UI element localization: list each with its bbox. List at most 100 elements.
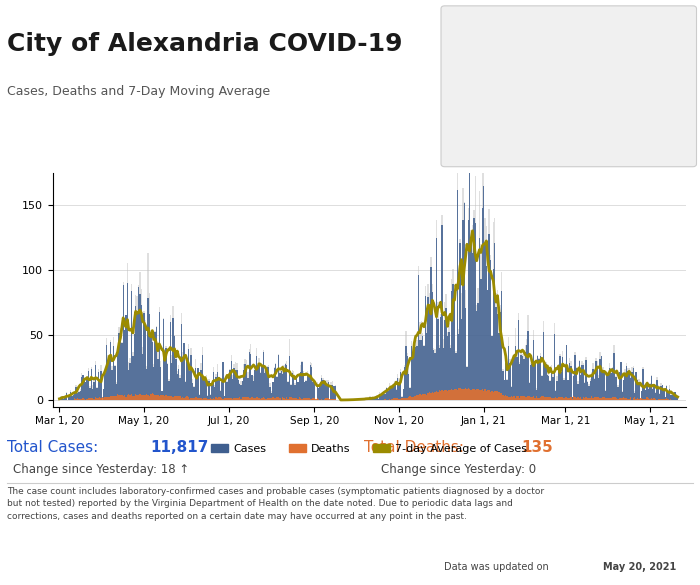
Bar: [176, 371, 178, 400]
Bar: [203, 379, 204, 400]
Bar: [447, 391, 448, 400]
Bar: [240, 386, 241, 400]
Bar: [624, 369, 626, 400]
Bar: [448, 332, 449, 400]
Bar: [305, 381, 307, 400]
Bar: [615, 397, 616, 400]
Bar: [558, 371, 559, 400]
Bar: [426, 333, 428, 400]
Bar: [645, 390, 647, 400]
Bar: [540, 353, 541, 400]
Bar: [213, 372, 214, 400]
Bar: [135, 295, 136, 400]
Bar: [175, 396, 176, 400]
Bar: [87, 399, 88, 400]
Bar: [426, 324, 428, 400]
Bar: [229, 370, 230, 400]
Bar: [469, 389, 470, 400]
Bar: [234, 398, 236, 400]
Bar: [615, 377, 616, 400]
Bar: [412, 397, 414, 400]
Bar: [508, 346, 510, 400]
Bar: [189, 371, 190, 400]
Bar: [229, 398, 230, 400]
Bar: [558, 364, 559, 400]
Bar: [186, 359, 188, 400]
Bar: [462, 389, 463, 400]
Bar: [636, 371, 637, 400]
Bar: [136, 395, 138, 400]
Bar: [279, 398, 281, 400]
Bar: [545, 362, 547, 400]
Bar: [587, 381, 588, 400]
Bar: [372, 398, 373, 400]
Bar: [104, 397, 106, 400]
Bar: [674, 392, 676, 400]
Bar: [111, 370, 113, 400]
Bar: [397, 374, 398, 400]
Bar: [183, 343, 185, 400]
Bar: [63, 399, 64, 400]
Bar: [125, 397, 127, 400]
Bar: [570, 366, 572, 400]
Bar: [654, 393, 656, 400]
Bar: [520, 396, 522, 400]
Bar: [486, 266, 487, 400]
Bar: [510, 387, 512, 400]
Bar: [630, 397, 631, 400]
Bar: [558, 397, 559, 400]
Bar: [534, 398, 536, 400]
Bar: [633, 366, 634, 400]
Bar: [561, 371, 562, 400]
Bar: [130, 358, 131, 400]
Bar: [463, 389, 465, 400]
Bar: [272, 383, 274, 400]
Bar: [408, 397, 409, 400]
Bar: [292, 373, 293, 400]
Bar: [268, 398, 270, 400]
Bar: [293, 377, 295, 400]
Bar: [394, 381, 395, 400]
Bar: [92, 389, 93, 400]
Bar: [429, 305, 430, 400]
Bar: [407, 356, 408, 400]
Bar: [279, 369, 281, 400]
Bar: [578, 381, 579, 400]
Bar: [89, 388, 90, 400]
Bar: [195, 359, 196, 400]
Bar: [217, 364, 218, 400]
Bar: [333, 399, 335, 400]
Bar: [230, 361, 232, 400]
Bar: [605, 390, 606, 400]
Bar: [144, 395, 145, 400]
Text: 7-Day Moving Average: 7-Day Moving Average: [484, 26, 653, 39]
Bar: [667, 399, 668, 400]
Bar: [179, 378, 181, 400]
Bar: [517, 319, 519, 400]
Bar: [80, 399, 81, 400]
Bar: [246, 360, 247, 400]
Bar: [186, 362, 188, 400]
Bar: [100, 371, 102, 400]
Bar: [598, 375, 599, 400]
Bar: [296, 375, 297, 400]
Bar: [367, 398, 368, 400]
Bar: [84, 380, 85, 400]
Bar: [284, 398, 285, 400]
Bar: [161, 391, 162, 400]
Bar: [172, 318, 174, 400]
Bar: [404, 367, 405, 400]
Bar: [444, 302, 445, 400]
Bar: [435, 393, 436, 400]
Bar: [425, 287, 426, 400]
Bar: [513, 396, 514, 400]
Bar: [178, 396, 179, 400]
Bar: [312, 382, 314, 400]
Bar: [363, 399, 364, 400]
Bar: [158, 312, 160, 400]
Bar: [316, 398, 318, 400]
Bar: [483, 185, 484, 400]
Bar: [323, 399, 325, 400]
Bar: [601, 356, 602, 400]
Bar: [561, 369, 562, 400]
